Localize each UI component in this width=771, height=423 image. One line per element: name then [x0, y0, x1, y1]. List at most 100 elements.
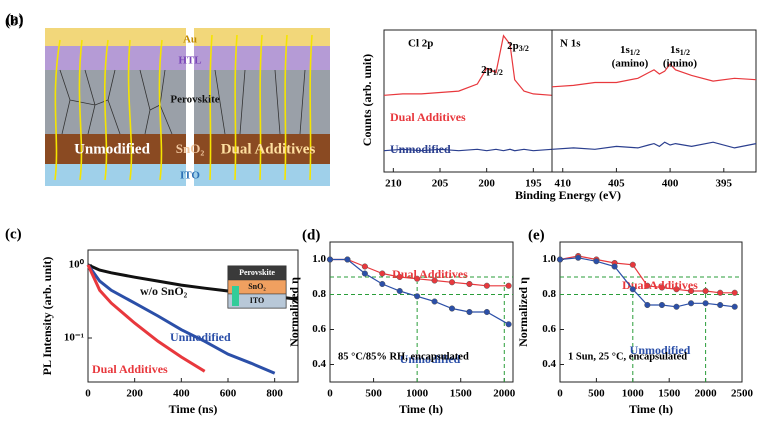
data-point	[505, 282, 512, 289]
y-axis-label: Counts (arb. unit)	[360, 54, 374, 146]
series-line	[551, 141, 757, 150]
peak-subscript: 1/2	[630, 48, 640, 57]
x-tick-label: 210	[385, 178, 402, 190]
x-tick-label: 200	[478, 178, 495, 190]
plot-frame	[559, 241, 743, 383]
data-point	[379, 280, 386, 288]
layer-label: ITO	[180, 170, 200, 182]
data-point	[702, 300, 709, 307]
panel-label: (a)	[6, 11, 24, 27]
x-tick-label: 2500	[731, 388, 754, 400]
side-label: Unmodified	[74, 141, 151, 157]
plot-frame	[551, 29, 757, 173]
x-tick-label: 400	[173, 388, 190, 400]
panel-label: (e)	[528, 227, 545, 243]
data-point	[505, 321, 512, 328]
data-point	[466, 308, 473, 316]
data-point	[702, 287, 709, 295]
x-tick-label: 0	[85, 388, 91, 400]
peak-note: (imino)	[663, 58, 698, 70]
x-tick-label: 800	[266, 388, 283, 400]
layer-label: SnO₂	[176, 141, 205, 156]
data-point	[687, 287, 695, 295]
inset-label: ITO	[250, 296, 265, 305]
data-point	[396, 287, 403, 295]
peak-note: (amino)	[612, 58, 649, 70]
data-point	[673, 286, 680, 293]
series-label: Unmodified	[400, 352, 461, 366]
data-point	[396, 273, 403, 281]
x-tick-label: 395	[716, 178, 733, 190]
data-point	[448, 305, 456, 312]
data-point	[644, 301, 651, 309]
data-point	[575, 254, 582, 261]
data-point	[344, 256, 351, 263]
x-tick-label: 410	[554, 178, 571, 190]
panel-label: (b)	[5, 13, 23, 29]
x-tick-label: 400	[662, 178, 679, 190]
chart-note: 85 °C/85% RH, encapsulated	[338, 351, 469, 362]
data-point	[483, 282, 490, 289]
series-label: Dual Additives	[392, 267, 468, 281]
series-label: w/o SnO₂	[140, 284, 188, 298]
x-tick-label: 500	[365, 388, 382, 400]
y-tick-label: 0.4	[542, 358, 556, 370]
y-tick-label: 0.6	[542, 323, 556, 335]
series-line	[86, 264, 206, 373]
y-tick-label: 10⁰	[69, 258, 85, 270]
data-point	[731, 289, 738, 296]
peak-label: 1s1/2	[620, 44, 640, 57]
x-tick-label: 405	[608, 178, 625, 190]
y-tick-label: 0.8	[312, 288, 326, 300]
x-axis-label: Time (ns)	[169, 402, 218, 416]
chart-panel: (b) Cl 2p Binding Energy (eV) Counts (arb. …	[5, 13, 621, 201]
x-tick-label: 600	[220, 388, 237, 400]
x-tick-label: 195	[525, 178, 542, 190]
x-tick-label: 500	[588, 388, 605, 400]
data-point	[414, 293, 421, 300]
panel-label: (d)	[302, 227, 320, 243]
x-tick-label: 200	[126, 388, 143, 400]
data-point	[611, 263, 618, 270]
y-tick-label: 0.8	[542, 288, 556, 300]
x-axis-label: Time (h)	[399, 402, 443, 416]
data-point	[658, 301, 665, 309]
data-point	[448, 279, 456, 286]
chart-note: 1 Sun, 25 °C, encapsulated	[568, 351, 687, 362]
data-point	[629, 286, 636, 293]
y-axis-label: PL Intensity (arb. unit)	[40, 257, 54, 376]
x-axis-label: Binding Energy (eV)	[515, 188, 621, 202]
series-line	[551, 63, 757, 88]
x-tick-label: 1500	[450, 388, 473, 400]
diagram-a: (a) Au HTL Perovskite SnO₂ ITO Unmodifie…	[6, 11, 330, 186]
y-axis-label: Normalized η	[287, 277, 301, 347]
data-point	[717, 301, 724, 309]
chart-panel: (e) Time (h) Normalized η 0 500 1000 1500 2000 2…	[516, 227, 754, 415]
peak-name: 2p	[481, 64, 493, 76]
carrier-arrows	[54, 34, 313, 181]
peak-label: 1s1/2	[670, 44, 690, 57]
inset-label: Perovskite	[239, 268, 275, 277]
data-point	[466, 280, 473, 288]
y-tick-label: 1.0	[542, 253, 556, 265]
series-label: Unmodified	[170, 330, 231, 344]
layer-label: HTL	[178, 55, 201, 67]
data-point	[414, 275, 421, 282]
data-point	[379, 270, 386, 277]
y-tick-label: 10⁻¹	[64, 332, 84, 344]
layer-label: Au	[183, 34, 197, 46]
y-tick-label: 1.0	[312, 253, 326, 265]
peak-label: 2p3/2	[507, 40, 529, 53]
chart-panel: (c) Time (ns) PL Intensity (arb. unit) 0 200…	[5, 226, 299, 416]
data-point	[644, 282, 651, 289]
chart-panel: (d) Time (h) Normalized η 0 500 1000 1500 2000 0…	[287, 227, 516, 415]
x-tick-label: 2000	[695, 388, 718, 400]
x-tick-label: 0	[327, 388, 333, 400]
series-line	[383, 148, 553, 152]
peak-subscript: 3/2	[519, 44, 529, 53]
y-axis-label: Normalized η	[516, 277, 530, 347]
plot-frame	[329, 241, 514, 383]
x-tick-label: 205	[432, 178, 449, 190]
